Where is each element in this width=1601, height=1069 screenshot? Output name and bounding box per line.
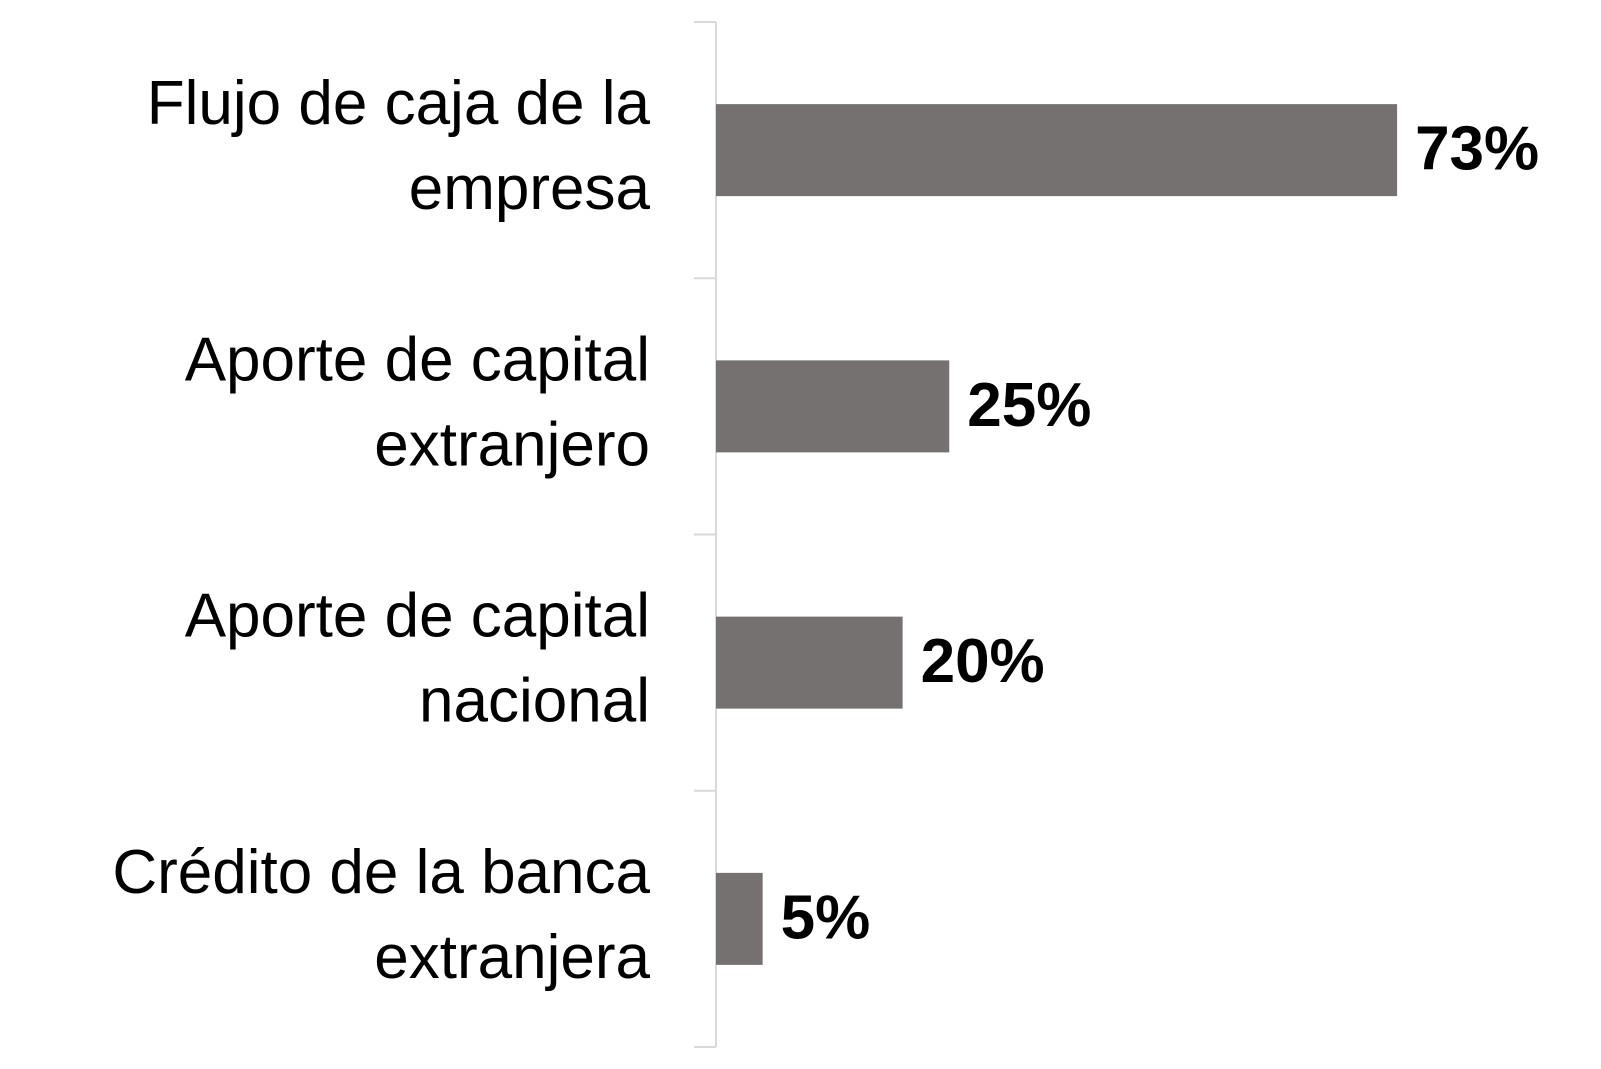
category-label: Aporte de capital bbox=[185, 582, 650, 651]
value-label: 5% bbox=[781, 883, 871, 952]
category-label: Flujo de caja de la bbox=[147, 69, 651, 138]
category-label: Aporte de capital bbox=[185, 325, 650, 394]
bar bbox=[716, 872, 763, 965]
category-label: empresa bbox=[409, 154, 651, 223]
category-label: extranjera bbox=[374, 923, 650, 992]
value-label: 25% bbox=[967, 371, 1091, 440]
value-label: 73% bbox=[1415, 115, 1539, 184]
bar bbox=[716, 616, 903, 709]
bar bbox=[716, 104, 1398, 197]
value-label: 20% bbox=[921, 627, 1045, 696]
category-label: nacional bbox=[419, 667, 650, 736]
category-label: Crédito de la banca bbox=[112, 838, 650, 907]
bar bbox=[716, 360, 950, 453]
category-label: extranjero bbox=[374, 410, 650, 479]
